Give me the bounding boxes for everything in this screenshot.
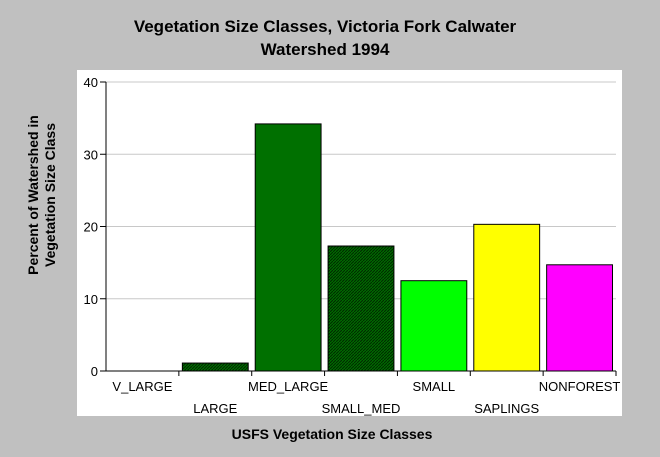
x-tick-label-v-large: V_LARGE [112,379,172,394]
bar-saplings [473,223,541,372]
x-tick-label-saplings: SAPLINGS [474,401,539,416]
y-tick-label-30: 30 [84,147,98,162]
bars [181,123,614,372]
x-tick-label-nonforest: NONFOREST [539,379,621,394]
y-axis-title-line-1: Percent of Watershed in [25,115,41,275]
x-axis-title: USFS Vegetation Size Classes [232,426,433,442]
chart-title-line-2: Watershed 1994 [261,40,390,59]
y-tick-label-0: 0 [91,364,98,379]
x-tick-label-med-large: MED_LARGE [248,379,329,394]
bar-small [400,280,468,372]
y-tick-label-10: 10 [84,292,98,307]
y-ticks: 0 10 20 30 40 [84,75,106,379]
x-tick-label-small-med: SMALL_MED [322,401,401,416]
x-ticks: V_LARGE LARGE MED_LARGE SMALL_MED SMALL SAPLI… [112,371,620,416]
bar-med-large [254,123,322,372]
y-tick-label-40: 40 [84,75,98,90]
x-tick-label-small: SMALL [413,379,456,394]
y-axis-title-line-2: Vegetation Size Class [42,123,58,267]
y-tick-label-20: 20 [84,220,98,235]
x-tick-label-large: LARGE [193,401,237,416]
bar-large [181,362,249,372]
chart-title-line-1: Vegetation Size Classes, Victoria Fork C… [134,17,517,36]
bar-nonforest [546,264,614,372]
bar-small-med [327,245,395,372]
